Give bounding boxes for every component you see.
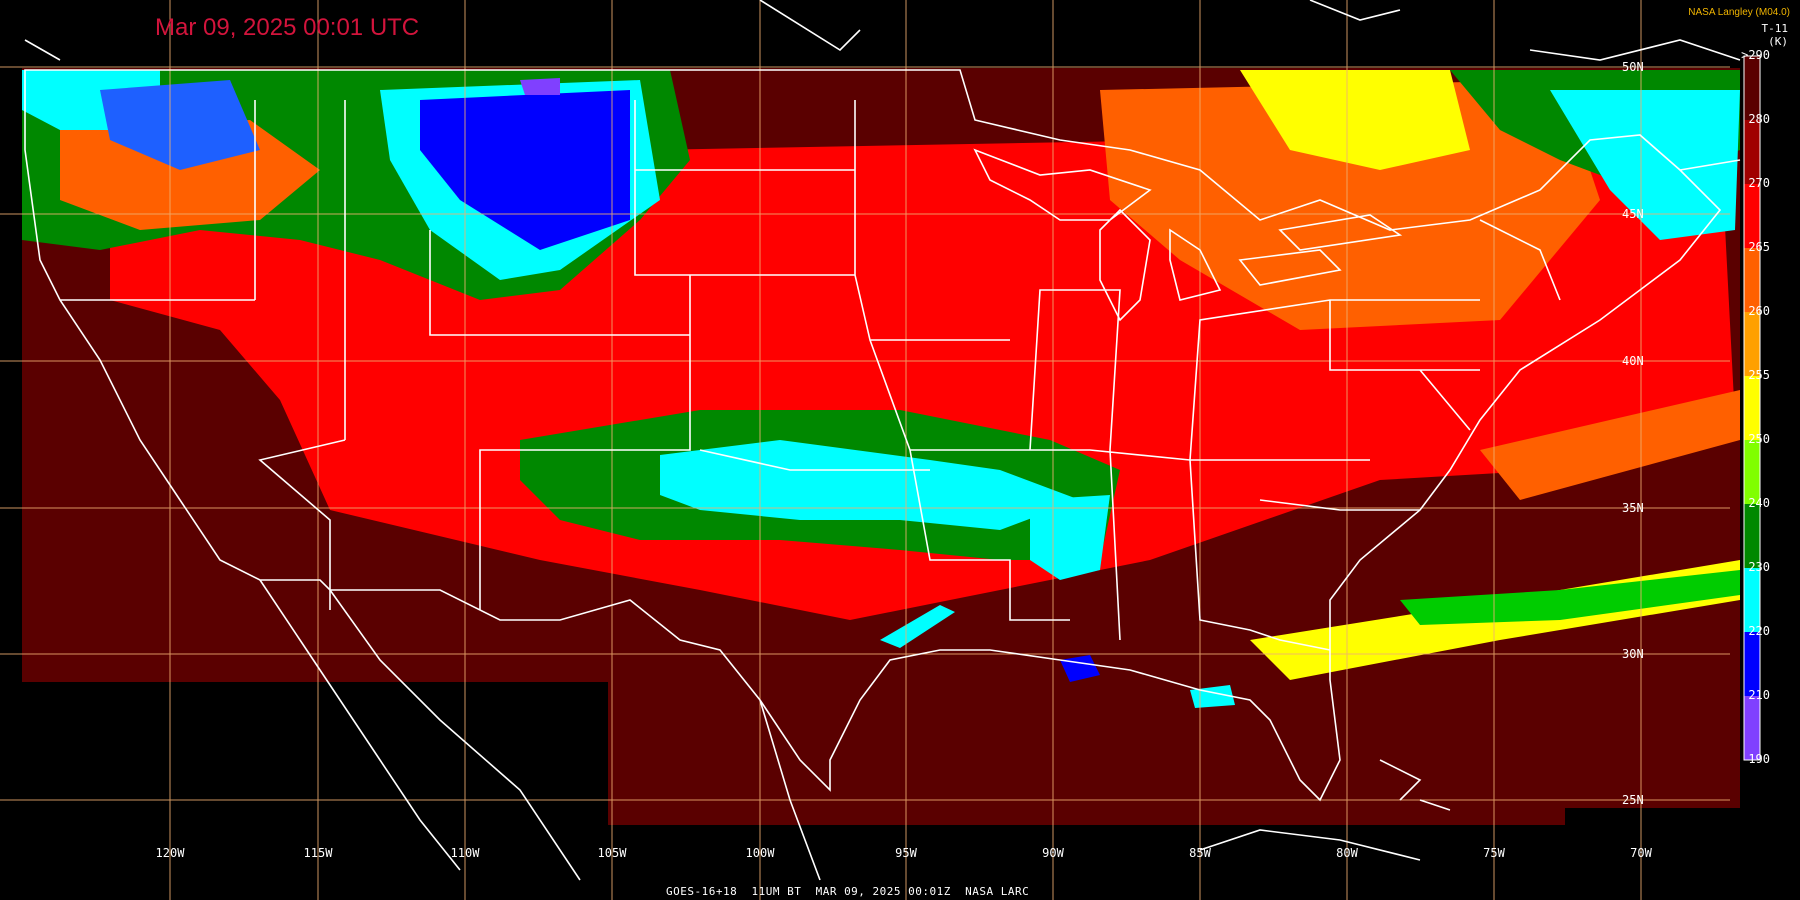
colorbar-swatch — [1744, 184, 1760, 249]
colorbar-swatch — [1744, 376, 1760, 441]
graticule — [0, 0, 1730, 900]
colorbar-label: 270 — [1748, 176, 1770, 190]
lat-label-25n: 25N — [1622, 793, 1644, 807]
colorbar-swatch — [1744, 504, 1760, 569]
us-border-outline — [24, 69, 1722, 802]
great-lakes-outline — [973, 148, 1403, 322]
cloud-blue-plains-north — [420, 90, 630, 250]
lon-label-105w: 105W — [597, 846, 627, 860]
state-lines — [60, 100, 1561, 651]
cloud-orange-east — [1100, 80, 1600, 330]
colorbar-swatch — [1744, 120, 1760, 185]
cloud-green-southeast — [1400, 570, 1740, 625]
colorbar-label: 240 — [1748, 496, 1770, 510]
colorbar-swatch — [1744, 568, 1760, 633]
colorbar-label: 265 — [1748, 240, 1770, 254]
lon-label-85w: 85W — [1189, 846, 1211, 860]
cloud-cyan-northeast — [1550, 90, 1740, 240]
colorbar-swatch — [1744, 312, 1760, 377]
map-outlines — [24, 0, 1741, 881]
lon-label-80w: 80W — [1336, 846, 1358, 860]
colorbar-swatch — [1744, 696, 1760, 761]
lat-label-35n: 35N — [1622, 501, 1644, 515]
cloud-yellow-east — [1240, 70, 1470, 170]
lon-label-90w: 90W — [1042, 846, 1064, 860]
cloud-cyan-mississippi — [1030, 495, 1110, 580]
colorbar-label: 250 — [1748, 432, 1770, 446]
colorbar-label: 280 — [1748, 112, 1770, 126]
lon-label-70w: 70W — [1630, 846, 1652, 860]
lat-label-40n: 40N — [1622, 354, 1644, 368]
cloud-blue-montana — [100, 80, 260, 170]
colorbar-label: 220 — [1748, 624, 1770, 638]
map-title: Mar 09, 2025 00:01 UTC — [155, 14, 420, 41]
imagery-layer — [22, 68, 1740, 825]
lat-label-30n: 30N — [1622, 647, 1644, 661]
colorbar-swatch — [1744, 632, 1760, 697]
lon-label-100w: 100W — [745, 846, 775, 860]
colorbar — [1743, 55, 1761, 761]
credit-label: NASA Langley (M04.0) — [1688, 7, 1790, 18]
colorbar-label: 210 — [1748, 688, 1770, 702]
cloud-orange-atlantic — [1480, 390, 1740, 500]
band-label: T-11 — [1761, 22, 1789, 35]
colorbar-label: 230 — [1748, 560, 1770, 574]
cuba-bahamas-outline — [1199, 759, 1451, 861]
cloud-violet-core — [520, 78, 560, 95]
units-label: (K) — [1768, 35, 1788, 48]
lat-label-45n: 45N — [1622, 207, 1644, 221]
colorbar-swatch — [1744, 56, 1760, 121]
mexico-baja-outline — [259, 579, 821, 881]
lon-label-120w: 120W — [155, 846, 185, 860]
colorbar-label: 190 — [1748, 752, 1770, 766]
colorbar-label: 260 — [1748, 304, 1770, 318]
lon-label-95w: 95W — [895, 846, 917, 860]
footer-caption: GOES-16+18 11UM BT MAR 09, 2025 00:01Z N… — [666, 885, 1030, 898]
cloud-cyan-texas-streak — [880, 605, 955, 648]
lat-label-50n: 50N — [1622, 60, 1644, 74]
colorbar-label: >290 — [1741, 48, 1770, 62]
colorbar-frame — [1743, 55, 1761, 761]
canada-outline — [24, 0, 1741, 171]
colorbar-swatch — [1744, 440, 1760, 505]
colorbar-swatch — [1744, 248, 1760, 313]
lon-label-75w: 75W — [1483, 846, 1505, 860]
lon-label-110w: 110W — [450, 846, 480, 860]
colorbar-label: 255 — [1748, 368, 1770, 382]
lon-label-115w: 115W — [303, 846, 333, 860]
